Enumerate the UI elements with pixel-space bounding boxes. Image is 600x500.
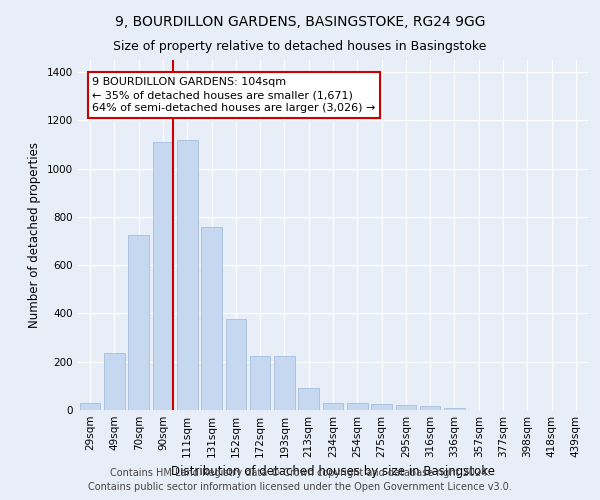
Text: 9 BOURDILLON GARDENS: 104sqm
← 35% of detached houses are smaller (1,671)
64% of: 9 BOURDILLON GARDENS: 104sqm ← 35% of de…: [92, 77, 376, 114]
Text: Size of property relative to detached houses in Basingstoke: Size of property relative to detached ho…: [113, 40, 487, 53]
Bar: [226, 320, 246, 410]
X-axis label: Distribution of detached houses by size in Basingstoke: Distribution of detached houses by size …: [171, 466, 495, 478]
Bar: [371, 404, 392, 410]
Bar: [298, 388, 319, 410]
Bar: [201, 226, 222, 410]
Bar: [420, 406, 440, 410]
Bar: [128, 235, 149, 410]
Bar: [177, 140, 197, 410]
Bar: [444, 408, 465, 410]
Bar: [323, 403, 343, 410]
Bar: [104, 354, 125, 410]
Bar: [274, 356, 295, 410]
Bar: [152, 142, 173, 410]
Text: 9, BOURDILLON GARDENS, BASINGSTOKE, RG24 9GG: 9, BOURDILLON GARDENS, BASINGSTOKE, RG24…: [115, 15, 485, 29]
Bar: [347, 403, 368, 410]
Bar: [250, 356, 271, 410]
Bar: [395, 405, 416, 410]
Text: Contains HM Land Registry data © Crown copyright and database right 2024.
Contai: Contains HM Land Registry data © Crown c…: [88, 468, 512, 492]
Y-axis label: Number of detached properties: Number of detached properties: [28, 142, 41, 328]
Bar: [80, 403, 100, 410]
